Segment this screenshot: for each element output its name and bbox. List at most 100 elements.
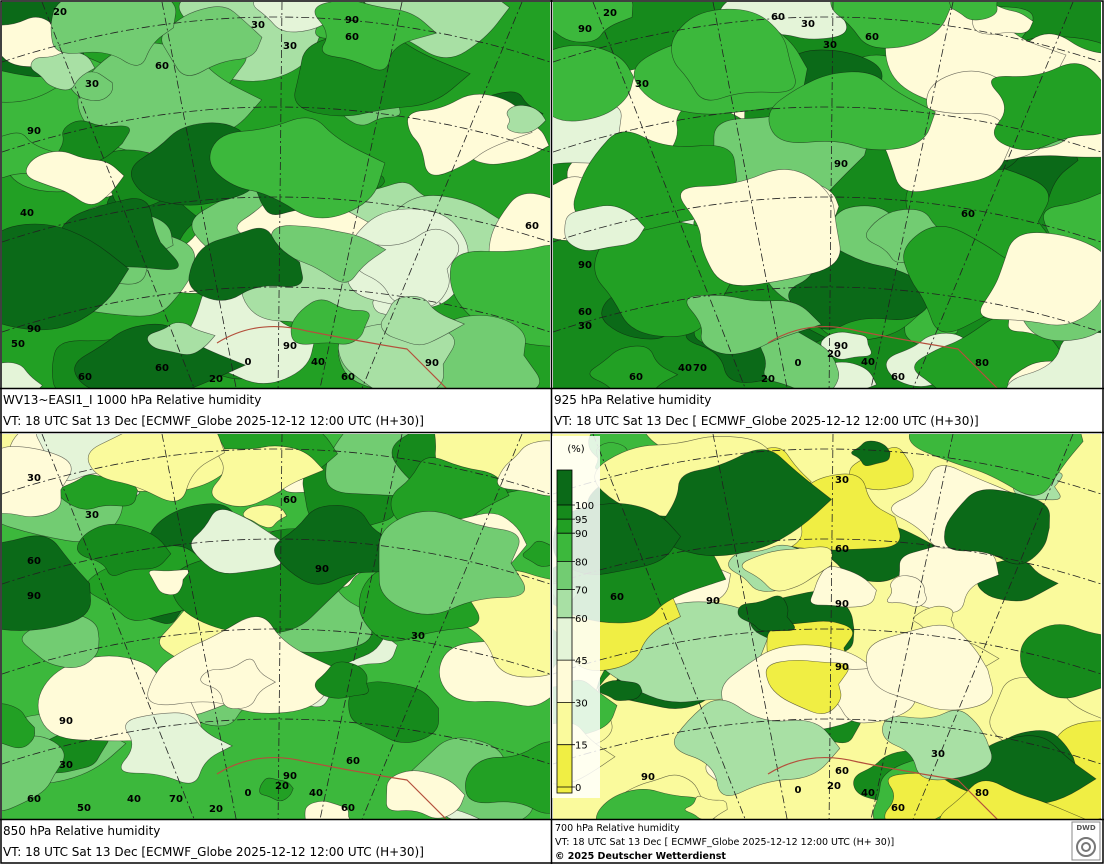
contour-label: 30 (801, 19, 815, 30)
graticule (712, 2, 788, 388)
contour-label: 90 (641, 772, 655, 783)
legend-band (557, 660, 572, 703)
contour-label: 60 (578, 307, 592, 318)
graticule (828, 434, 834, 819)
contour-label: 90 (345, 15, 359, 26)
humidity-field (980, 232, 1101, 326)
contour-label: 90 (283, 341, 297, 352)
contour-label: 40 (678, 363, 692, 374)
map-panel: 30 60 60 90 90 90 30 60 90 0 20 40 60 80 (553, 434, 1101, 819)
humidity-field (553, 2, 634, 43)
humidity-field (686, 294, 822, 355)
humidity-field (407, 93, 533, 176)
contour-label: 30 (835, 475, 849, 486)
contour-label: 90 (27, 324, 41, 335)
graticule (553, 196, 1101, 243)
legend-tick-label: 30 (575, 698, 588, 709)
humidity-field (939, 780, 1086, 819)
legend-tick-label: 15 (575, 741, 588, 752)
legend-border (556, 469, 573, 794)
contour-label: 30 (251, 20, 265, 31)
graticule (277, 2, 283, 388)
contour-label: 60 (341, 372, 355, 383)
graticule (41, 434, 195, 819)
contour-label: 40 (309, 788, 323, 799)
humidity-field (589, 345, 679, 388)
contour-label: 60 (835, 766, 849, 777)
graticule (870, 434, 954, 819)
humidity-field (737, 595, 795, 632)
contour-label: 20 (827, 349, 841, 360)
humidity-field (944, 489, 1050, 565)
graticule (592, 2, 746, 388)
humidity-field (671, 8, 796, 101)
panel-title: 850 hPa Relative humidity (3, 824, 160, 838)
legend-band (557, 470, 572, 505)
graticule (553, 16, 1101, 63)
humidity-field (522, 540, 550, 567)
graticule (553, 448, 1101, 495)
humidity-field (947, 2, 998, 21)
contour-label: 90 (834, 341, 848, 352)
humidity-field (190, 509, 286, 574)
humidity-field (553, 44, 635, 122)
contour-label: 50 (77, 803, 91, 814)
logo-text: DWD (1076, 824, 1096, 832)
contour-label: 30 (578, 321, 592, 332)
humidity-field (161, 6, 263, 76)
contour-label: 60 (961, 209, 975, 220)
humidity-field (680, 169, 841, 286)
legend-tick-label: 0 (575, 783, 581, 794)
contour-label: 20 (761, 374, 775, 385)
humidity-field (348, 681, 439, 743)
humidity-field (851, 440, 891, 467)
contour-label: 60 (865, 32, 879, 43)
contour-label: 30 (823, 40, 837, 51)
legend-tick-label: 45 (575, 656, 588, 667)
graticule (2, 106, 550, 153)
contour-label: 80 (975, 358, 989, 369)
contour-label: 90 (578, 260, 592, 271)
humidity-field (810, 566, 877, 608)
contour-label: 60 (345, 32, 359, 43)
contour-label: 80 (975, 788, 989, 799)
contour-label: 90 (834, 159, 848, 170)
humidity-field (768, 71, 936, 151)
contour-label: 90 (283, 771, 297, 782)
legend-tick-label: 100 (575, 501, 594, 512)
humidity-field (866, 624, 993, 711)
contour-label: 30 (411, 631, 425, 642)
contour-label: 90 (27, 126, 41, 137)
contour-label: 60 (629, 372, 643, 383)
graticule (2, 538, 550, 585)
humidity-field (1020, 624, 1101, 699)
legend-tick-label: 80 (575, 557, 588, 568)
legend-band (557, 787, 572, 793)
humidity-field (25, 151, 125, 205)
graticule (319, 2, 403, 388)
humidity-field (259, 777, 294, 802)
humidity-field (991, 63, 1101, 151)
contour-label: 60 (346, 756, 360, 767)
legend-tick-label: 70 (575, 586, 588, 597)
contour-label: 70 (169, 794, 183, 805)
contour-label: 90 (706, 596, 720, 607)
graticule (319, 434, 403, 819)
graticule (553, 286, 1101, 333)
humidity-field (2, 703, 35, 749)
graticule (277, 434, 283, 819)
legend-tick-label: 95 (575, 515, 588, 526)
graticule (161, 434, 237, 819)
coastline (216, 757, 447, 819)
legend-band (557, 505, 572, 520)
graticule (592, 434, 746, 819)
contour-label: 20 (53, 7, 67, 18)
graticule (712, 434, 788, 819)
graticule (2, 16, 550, 63)
graticule (553, 718, 1101, 765)
humidity-field (882, 709, 993, 781)
coastline (767, 757, 998, 819)
contour-label: 60 (891, 803, 905, 814)
